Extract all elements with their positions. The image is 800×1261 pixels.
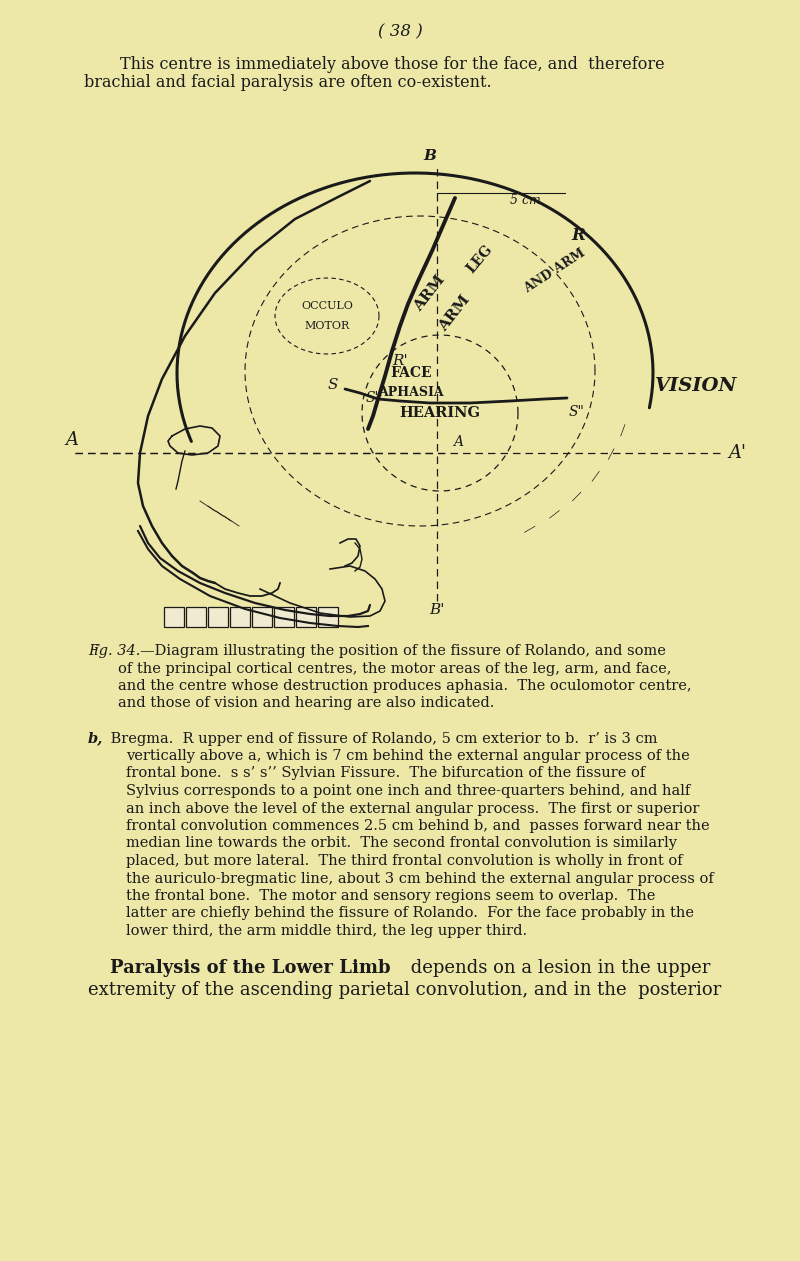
Text: 5 cm: 5 cm — [510, 194, 541, 208]
Text: ARM: ARM — [437, 293, 474, 334]
Text: of the principal cortical centres, the motor areas of the leg, arm, and face,: of the principal cortical centres, the m… — [118, 662, 671, 676]
Text: ARM: ARM — [412, 272, 448, 314]
Text: R': R' — [392, 354, 408, 368]
Text: depends on a lesion in the upper: depends on a lesion in the upper — [405, 960, 710, 977]
Text: frontal convolution commences 2.5 cm behind b, and  passes forward near the: frontal convolution commences 2.5 cm beh… — [126, 818, 710, 834]
FancyBboxPatch shape — [186, 607, 206, 627]
Text: ( 38 ): ( 38 ) — [378, 23, 422, 40]
Text: latter are chiefly behind the fissure of Rolando.  For the face probably in the: latter are chiefly behind the fissure of… — [126, 907, 694, 921]
Text: extremity of the ascending parietal convolution, and in the  posterior: extremity of the ascending parietal conv… — [88, 981, 722, 999]
Text: and those of vision and hearing are also indicated.: and those of vision and hearing are also… — [118, 696, 494, 710]
Text: B: B — [423, 149, 437, 163]
FancyBboxPatch shape — [296, 607, 316, 627]
Text: Bregma.  R upper end of fissure of Rolando, 5 cm exterior to b.  r’ is 3 cm: Bregma. R upper end of fissure of Roland… — [106, 731, 658, 745]
Text: LEG: LEG — [464, 242, 496, 276]
Text: brachial and facial paralysis are often co-existent.: brachial and facial paralysis are often … — [84, 74, 492, 91]
Text: A: A — [453, 435, 463, 449]
Text: F: F — [88, 644, 98, 658]
Text: the auriculo-bregmatic line, about 3 cm behind the external angular process of: the auriculo-bregmatic line, about 3 cm … — [126, 871, 714, 885]
Text: S": S" — [569, 405, 585, 419]
Text: AND ARM: AND ARM — [522, 246, 588, 295]
Text: MOTOR: MOTOR — [304, 322, 350, 330]
Text: frontal bone.  s s’ s’’ Sylvian Fissure.  The bifurcation of the fissure of: frontal bone. s s’ s’’ Sylvian Fissure. … — [126, 767, 646, 781]
Text: B': B' — [430, 603, 445, 617]
Text: and the centre whose destruction produces aphasia.  The oculomotor centre,: and the centre whose destruction produce… — [118, 678, 692, 694]
Text: APHASIA: APHASIA — [378, 387, 444, 400]
Text: median line towards the orbit.  The second frontal convolution is similarly: median line towards the orbit. The secon… — [126, 836, 677, 850]
Text: VISION: VISION — [655, 377, 738, 395]
Text: —Diagram illustrating the position of the fissure of Rolando, and some: —Diagram illustrating the position of th… — [140, 644, 666, 658]
Text: R: R — [571, 227, 585, 245]
Text: Sylvius corresponds to a point one inch and three-quarters behind, and half: Sylvius corresponds to a point one inch … — [126, 784, 690, 798]
Text: Paralysis of the Lower Limb: Paralysis of the Lower Limb — [110, 960, 390, 977]
FancyBboxPatch shape — [274, 607, 294, 627]
Text: OCCULO: OCCULO — [301, 301, 353, 311]
Text: This centre is immediately above those for the face, and  therefore: This centre is immediately above those f… — [120, 55, 665, 73]
Text: FACE: FACE — [390, 366, 432, 380]
Text: an inch above the level of the external angular process.  The first or superior: an inch above the level of the external … — [126, 802, 699, 816]
FancyBboxPatch shape — [164, 607, 184, 627]
Text: A: A — [66, 431, 78, 449]
Text: ig. 34.: ig. 34. — [94, 644, 140, 658]
FancyBboxPatch shape — [252, 607, 272, 627]
Text: HEARING: HEARING — [399, 406, 481, 420]
Text: placed, but more lateral.  The third frontal convolution is wholly in front of: placed, but more lateral. The third fron… — [126, 854, 682, 868]
FancyBboxPatch shape — [208, 607, 228, 627]
Text: S: S — [327, 378, 338, 392]
Text: lower third, the arm middle third, the leg upper third.: lower third, the arm middle third, the l… — [126, 924, 527, 938]
FancyBboxPatch shape — [230, 607, 250, 627]
Text: vertically above a, which is 7 cm behind the external angular process of the: vertically above a, which is 7 cm behind… — [126, 749, 690, 763]
Text: A': A' — [728, 444, 746, 462]
FancyBboxPatch shape — [318, 607, 338, 627]
Text: b,: b, — [88, 731, 103, 745]
Text: S': S' — [366, 391, 378, 405]
Text: the frontal bone.  The motor and sensory regions seem to overlap.  The: the frontal bone. The motor and sensory … — [126, 889, 655, 903]
